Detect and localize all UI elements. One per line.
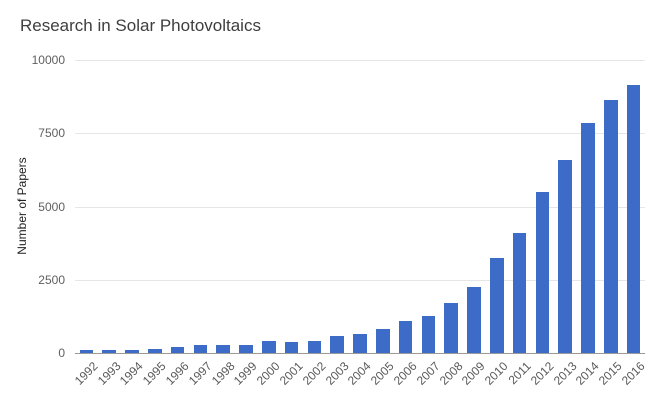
bar-slot <box>326 60 349 353</box>
bar-2015[interactable] <box>603 99 618 353</box>
bar-2003[interactable] <box>330 336 344 353</box>
bar-slot <box>75 60 98 353</box>
bar-1999[interactable] <box>239 344 253 353</box>
bar-slot <box>440 60 463 353</box>
x-tick-label-2015: 2015 <box>595 359 625 388</box>
bar-slot <box>166 60 189 353</box>
x-tick-label-2009: 2009 <box>459 359 488 388</box>
bar-2005[interactable] <box>375 329 390 353</box>
bar-2007[interactable] <box>421 316 436 353</box>
x-tick-label-2011: 2011 <box>505 359 534 388</box>
x-tick-label-2002: 2002 <box>299 359 329 388</box>
bar-2011[interactable] <box>512 232 527 353</box>
bar-2012[interactable] <box>535 191 550 353</box>
x-tick-label-1998: 1998 <box>208 359 238 388</box>
bar-slot <box>212 60 235 353</box>
bar-slot <box>349 60 372 353</box>
gridline <box>75 279 645 281</box>
x-tick-label-1997: 1997 <box>185 359 215 388</box>
bar-2008[interactable] <box>444 303 458 353</box>
x-tick-label-1993: 1993 <box>94 359 124 388</box>
bar-slot <box>303 60 326 353</box>
x-tick-label-2010: 2010 <box>481 359 511 388</box>
bar-slot <box>417 60 440 353</box>
x-tick-label-2013: 2013 <box>550 359 580 388</box>
x-tick-label-1996: 1996 <box>162 359 192 388</box>
bar-2010[interactable] <box>489 257 504 353</box>
bar-slot <box>98 60 121 353</box>
bar-slot <box>599 60 622 353</box>
y-tick-label: 5000 <box>38 199 65 214</box>
chart-title: Research in Solar Photovoltaics <box>20 16 261 35</box>
bar-slot <box>508 60 531 353</box>
y-tick-label: 10000 <box>31 53 65 67</box>
bar-1994[interactable] <box>125 349 139 353</box>
bar-1992[interactable] <box>79 349 94 353</box>
bar-1997[interactable] <box>193 345 208 353</box>
bar-2014[interactable] <box>581 123 595 353</box>
x-tick-label-2008: 2008 <box>436 359 466 388</box>
bar-slot <box>235 60 258 353</box>
bar-slot <box>622 60 645 353</box>
bar-2004[interactable] <box>353 333 367 353</box>
bar-slot <box>257 60 280 353</box>
bar-2002[interactable] <box>307 341 322 353</box>
bar-slot <box>189 60 212 353</box>
y-tick-label: 0 <box>58 346 65 360</box>
bar-2009[interactable] <box>467 287 481 353</box>
gridline <box>75 133 645 135</box>
bar-1998[interactable] <box>216 344 231 353</box>
plot-area <box>75 60 645 354</box>
bar-slot <box>143 60 166 353</box>
x-axis-baseline <box>75 353 645 354</box>
x-tick-label-2016: 2016 <box>618 359 648 388</box>
bar-series <box>75 60 645 353</box>
bar-slot <box>463 60 486 353</box>
bar-slot <box>554 60 577 353</box>
x-tick-label-2006: 2006 <box>390 359 420 388</box>
bar-1993[interactable] <box>102 350 117 353</box>
bar-slot <box>394 60 417 353</box>
x-tick-label-1992: 1992 <box>71 359 101 388</box>
bar-slot <box>531 60 554 353</box>
x-tick-label-1995: 1995 <box>139 359 169 388</box>
y-tick-label: 7500 <box>38 126 65 141</box>
gridline <box>75 206 645 208</box>
x-tick-label-1999: 1999 <box>231 359 260 388</box>
bar-slot <box>485 60 508 353</box>
bar-2016[interactable] <box>626 84 641 353</box>
x-tick-label-2000: 2000 <box>253 359 283 388</box>
x-tick-label-2004: 2004 <box>345 359 374 388</box>
bar-slot <box>280 60 303 353</box>
x-tick-label-2007: 2007 <box>413 359 443 388</box>
y-tick-label: 2500 <box>38 272 65 287</box>
bar-1996[interactable] <box>170 347 185 353</box>
x-tick-label-2003: 2003 <box>322 359 352 388</box>
bar-1995[interactable] <box>147 349 162 353</box>
bar-slot <box>577 60 600 353</box>
bar-2001[interactable] <box>284 342 299 353</box>
x-tick-label-2014: 2014 <box>573 359 602 388</box>
x-tick-label-2001: 2001 <box>276 359 306 388</box>
x-tick-label-2012: 2012 <box>527 359 557 388</box>
x-tick-label-1994: 1994 <box>117 359 146 388</box>
bar-2000[interactable] <box>261 341 276 353</box>
bar-2013[interactable] <box>558 159 572 353</box>
bar-slot <box>371 60 394 353</box>
gridline <box>75 60 645 61</box>
x-tick-label-2005: 2005 <box>367 359 397 388</box>
bar-slot <box>121 60 144 353</box>
bar-2006[interactable] <box>398 320 413 353</box>
